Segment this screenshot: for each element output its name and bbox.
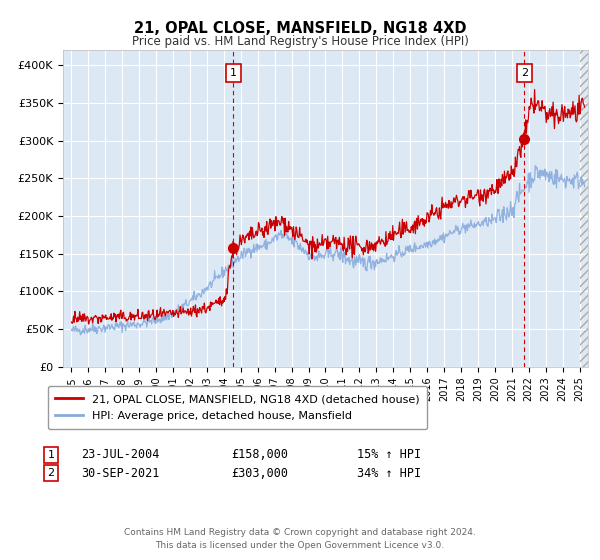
Text: £158,000: £158,000 [231,448,288,461]
Text: 1: 1 [47,450,55,460]
Text: 30-SEP-2021: 30-SEP-2021 [81,466,160,480]
Bar [580,50,600,367]
Text: 23-JUL-2004: 23-JUL-2004 [81,448,160,461]
Text: Price paid vs. HM Land Registry's House Price Index (HPI): Price paid vs. HM Land Registry's House … [131,35,469,48]
Text: 2: 2 [521,68,528,78]
Text: £303,000: £303,000 [231,466,288,480]
Text: 1: 1 [230,68,237,78]
Text: 34% ↑ HPI: 34% ↑ HPI [357,466,421,480]
Text: 15% ↑ HPI: 15% ↑ HPI [357,448,421,461]
Text: 21, OPAL CLOSE, MANSFIELD, NG18 4XD: 21, OPAL CLOSE, MANSFIELD, NG18 4XD [134,21,466,36]
Text: 2: 2 [47,468,55,478]
Legend: 21, OPAL CLOSE, MANSFIELD, NG18 4XD (detached house), HPI: Average price, detach: 21, OPAL CLOSE, MANSFIELD, NG18 4XD (det… [47,386,427,429]
Text: Contains HM Land Registry data © Crown copyright and database right 2024.
This d: Contains HM Land Registry data © Crown c… [124,528,476,550]
